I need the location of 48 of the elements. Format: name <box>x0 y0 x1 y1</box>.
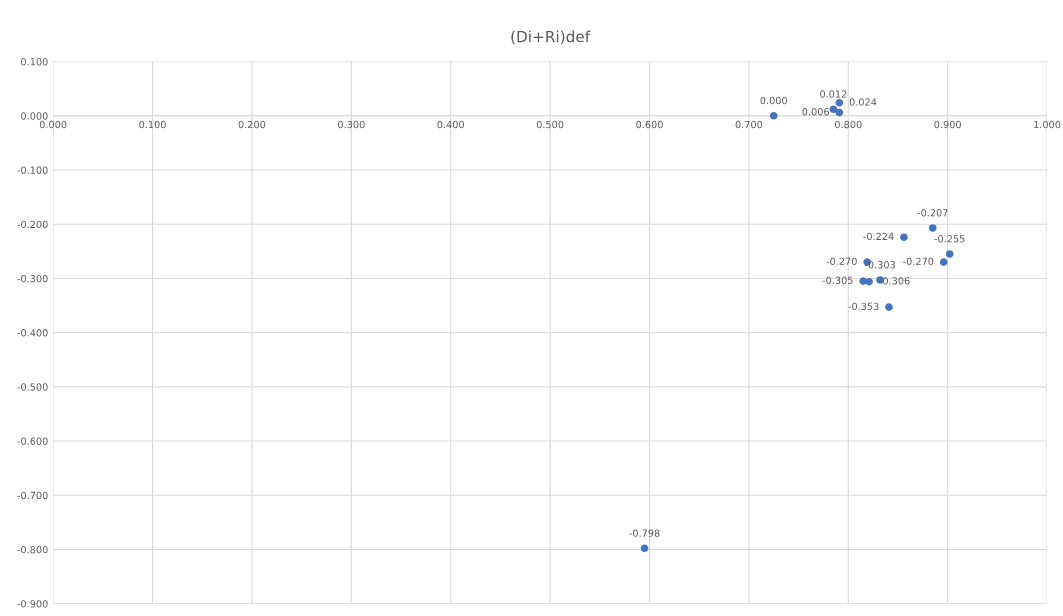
y-tick-label: -0.900 <box>17 600 48 608</box>
x-tick-label: 0.100 <box>139 120 166 129</box>
data-label: -0.353 <box>848 302 879 310</box>
y-tick-label: -0.700 <box>17 491 48 500</box>
point <box>835 108 844 117</box>
x-tick-label: 0.500 <box>536 120 564 129</box>
data-label: -0.798 <box>629 529 660 537</box>
data-label: 0.000 <box>760 96 787 105</box>
data-label: 0.006 <box>802 108 829 116</box>
data-label: -0.224 <box>863 232 894 241</box>
y-tick-label: -0.100 <box>17 166 48 174</box>
data-label: -0.255 <box>934 235 965 243</box>
data-label: -0.270 <box>903 257 934 265</box>
chart-title: (Di+Ri)def <box>511 30 591 45</box>
point <box>939 258 948 266</box>
y-tick-label: 0.100 <box>21 58 48 66</box>
y-tick-label: 0.000 <box>21 112 48 120</box>
x-tick-label: 0.900 <box>934 120 961 129</box>
point <box>945 250 954 258</box>
point <box>928 224 937 232</box>
y-tick-label: -0.400 <box>17 329 48 337</box>
data-label: 0.012 <box>820 90 847 98</box>
data-label: -0.305 <box>822 276 853 284</box>
x-tick-label: 0.600 <box>636 120 663 129</box>
point <box>829 105 838 114</box>
x-tick-label: 0.700 <box>735 120 763 129</box>
point <box>859 277 867 285</box>
point <box>769 112 778 120</box>
x-tick-label: 0.300 <box>338 120 365 129</box>
point <box>640 544 649 553</box>
y-tick-label: -0.800 <box>17 545 48 554</box>
x-tick-label: 1.000 <box>1034 120 1061 129</box>
x-tick-label: 0.200 <box>238 120 266 129</box>
x-tick-label: 0.800 <box>835 120 862 129</box>
data-label: -0.270 <box>826 257 857 265</box>
x-tick-label: 0.400 <box>437 120 464 129</box>
y-tick-label: -0.600 <box>17 437 48 445</box>
y-tick-label: -0.500 <box>17 383 48 391</box>
x-tick-label: 0.000 <box>39 120 67 129</box>
data-label: -0.303 <box>864 261 895 269</box>
point <box>835 98 844 107</box>
point <box>885 303 893 311</box>
y-tick-label: -0.200 <box>17 220 48 229</box>
data-label: 0.024 <box>849 98 877 106</box>
data-label: -0.207 <box>917 209 948 217</box>
point <box>900 233 908 242</box>
y-tick-label: -0.300 <box>17 274 48 283</box>
point <box>865 277 873 286</box>
